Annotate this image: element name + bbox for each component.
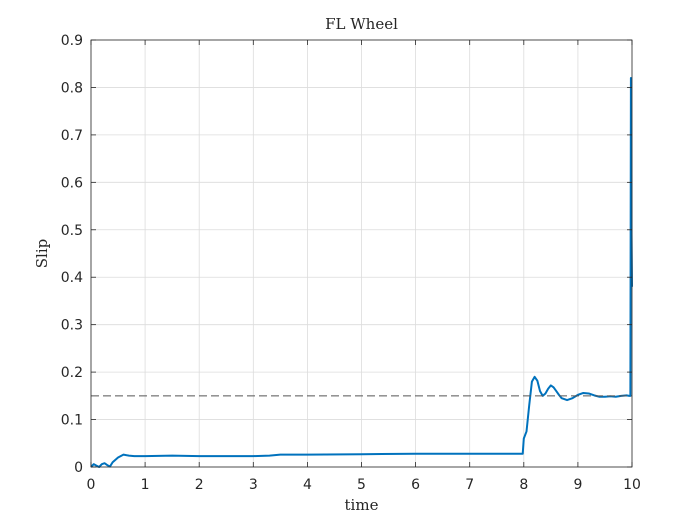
x-tick-label: 10 [623, 477, 641, 493]
x-tick-label: 8 [519, 477, 528, 493]
y-tick-label: 0.5 [61, 223, 83, 239]
chart-title: FL Wheel [325, 15, 398, 33]
x-tick-label: 4 [303, 477, 312, 493]
x-tick-label: 1 [141, 477, 150, 493]
y-tick-label: 0.7 [61, 128, 83, 144]
series-layer [90, 76, 633, 468]
x-tick-label: 6 [411, 477, 420, 493]
x-tick-label: 5 [357, 477, 366, 493]
y-tick-label: 0 [74, 460, 83, 476]
y-tick-label: 0.3 [61, 318, 83, 334]
y-tick-label: 0.1 [61, 413, 83, 429]
ticks: 0 1 2 3 4 5 6 7 8 9 10 0 0.1 0.2 0.3 0.4 0.5 0.6 0.7 0.8 0.9 [61, 33, 641, 493]
x-tick-label: 2 [195, 477, 204, 493]
y-tick-label: 0.9 [61, 33, 83, 49]
x-tick-label: 9 [573, 477, 582, 493]
x-axis-label: time [345, 496, 379, 514]
slip-series-line [90, 76, 633, 468]
y-axis-label: Slip [33, 239, 51, 268]
y-tick-label: 0.8 [61, 80, 83, 96]
y-tick-label: 0.4 [61, 270, 83, 286]
x-tick-label: 3 [249, 477, 258, 493]
x-tick-label: 7 [465, 477, 474, 493]
x-tick-label: 0 [87, 477, 96, 493]
y-tick-label: 0.6 [61, 175, 83, 191]
y-tick-label: 0.2 [61, 365, 83, 381]
